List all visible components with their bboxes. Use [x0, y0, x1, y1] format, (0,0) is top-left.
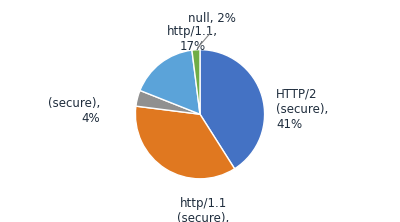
- Wedge shape: [136, 90, 200, 114]
- Text: (secure),
4%: (secure), 4%: [48, 97, 100, 125]
- Text: http/1.1,
17%: http/1.1, 17%: [167, 25, 218, 53]
- Wedge shape: [200, 50, 264, 169]
- Text: HTTP/2
(secure),
41%: HTTP/2 (secure), 41%: [276, 87, 328, 131]
- Text: http/1.1
(secure),
36%: http/1.1 (secure), 36%: [177, 197, 229, 222]
- Text: null, 2%: null, 2%: [188, 12, 236, 25]
- Wedge shape: [192, 50, 200, 114]
- Wedge shape: [140, 50, 200, 114]
- Wedge shape: [136, 106, 235, 179]
